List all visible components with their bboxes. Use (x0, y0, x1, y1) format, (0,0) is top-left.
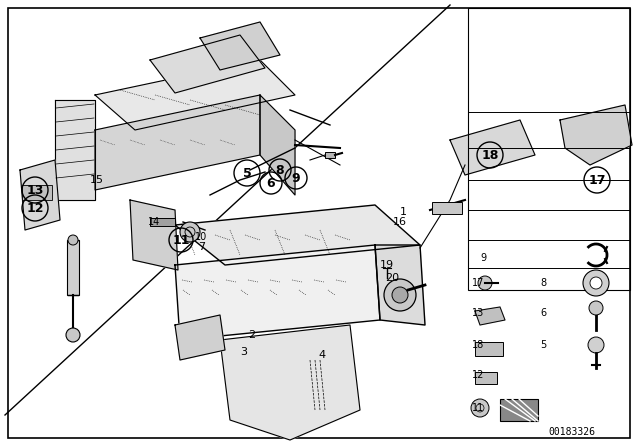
Text: 11: 11 (472, 403, 484, 413)
Circle shape (583, 270, 609, 296)
Polygon shape (450, 120, 535, 175)
Bar (150, 218, 175, 226)
Text: 8: 8 (540, 278, 546, 288)
Circle shape (589, 301, 603, 315)
Circle shape (590, 277, 602, 289)
Polygon shape (220, 325, 360, 440)
Text: 6: 6 (540, 308, 546, 318)
Text: 17: 17 (588, 173, 605, 186)
Circle shape (68, 235, 78, 245)
Text: 20: 20 (385, 273, 399, 283)
Bar (67, 240, 79, 295)
Text: 15: 15 (90, 175, 104, 185)
Circle shape (588, 337, 604, 353)
Polygon shape (475, 307, 505, 325)
Bar (325, 152, 335, 158)
Text: 18: 18 (472, 340, 484, 350)
Text: 9: 9 (480, 253, 486, 263)
Polygon shape (260, 95, 295, 195)
Text: 11: 11 (172, 233, 189, 246)
Text: 8: 8 (276, 164, 284, 177)
Circle shape (384, 279, 416, 311)
Text: 19: 19 (380, 260, 394, 270)
Polygon shape (130, 200, 178, 270)
Bar (475, 372, 497, 384)
Text: 18: 18 (481, 148, 499, 161)
Text: 13: 13 (26, 184, 44, 197)
Bar (500, 399, 538, 421)
Circle shape (180, 222, 200, 242)
Polygon shape (175, 245, 380, 340)
Text: 14: 14 (148, 217, 160, 227)
Polygon shape (175, 205, 420, 265)
Polygon shape (560, 105, 632, 165)
Text: 3: 3 (240, 347, 247, 357)
Bar (432, 202, 462, 214)
Polygon shape (375, 245, 425, 325)
Bar (475, 342, 503, 356)
Polygon shape (175, 315, 225, 360)
Text: 12: 12 (26, 202, 44, 215)
Text: 1: 1 (400, 207, 407, 217)
Text: 5: 5 (243, 167, 252, 180)
Circle shape (471, 399, 489, 417)
Circle shape (66, 328, 80, 342)
Text: 10: 10 (195, 232, 207, 242)
Bar (468, 8, 630, 290)
Text: 2: 2 (248, 330, 255, 340)
Polygon shape (95, 60, 295, 130)
Polygon shape (150, 35, 265, 93)
Text: 7: 7 (198, 242, 205, 252)
Bar (22, 185, 52, 200)
Text: 9: 9 (292, 172, 300, 185)
Polygon shape (200, 22, 280, 70)
Polygon shape (95, 95, 260, 190)
Polygon shape (20, 160, 60, 230)
Text: 00183326: 00183326 (548, 427, 595, 437)
Text: 17: 17 (472, 278, 484, 288)
Text: 4: 4 (318, 350, 325, 360)
Circle shape (392, 287, 408, 303)
Text: 5: 5 (540, 340, 547, 350)
Polygon shape (55, 100, 95, 200)
Circle shape (478, 276, 492, 290)
Text: 16: 16 (393, 217, 407, 227)
Text: 13: 13 (472, 308, 484, 318)
Text: 6: 6 (267, 177, 275, 190)
Text: 12: 12 (472, 370, 484, 380)
